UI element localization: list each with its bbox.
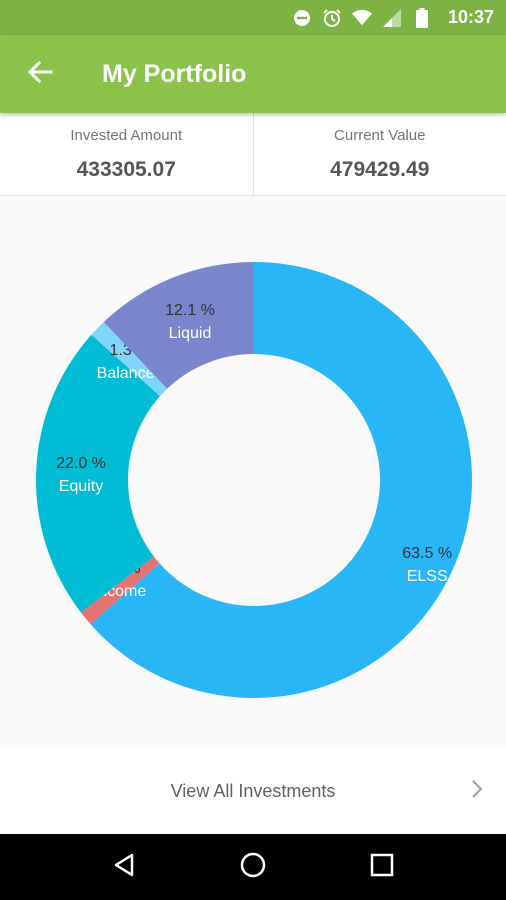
current-value-label: Current Value [334,126,426,144]
recents-square-icon [370,853,394,882]
status-bar: 10:37 [0,0,506,35]
slice-liquid[interactable] [103,262,254,389]
view-all-investments-label: View All Investments [170,780,336,801]
slice-percent-label: 12.1 % [165,302,215,319]
slice-name-label: Equity [59,478,103,495]
back-triangle-icon [111,852,137,883]
slice-percent-label: 63.5 % [402,545,452,562]
slice-income[interactable] [80,556,160,625]
slice-balanced[interactable] [91,322,168,397]
slice-name-label: Balanced [97,365,164,382]
signal-icon [382,8,402,28]
app-bar: My Portfolio [0,35,506,113]
slice-name-label: ELSS [407,568,448,585]
arrow-back-icon [27,59,53,90]
back-button[interactable] [0,35,80,113]
alarm-icon [322,8,342,28]
portfolio-summary: Invested Amount 433305.07 Current Value … [0,113,506,196]
system-nav-bar [0,834,506,900]
invested-amount-cell: Invested Amount 433305.07 [0,113,253,195]
current-value-value: 479429.49 [330,157,430,181]
do-not-disturb-icon [292,8,312,28]
wifi-icon [351,8,372,28]
slice-percent-label: 22.0 % [56,455,106,472]
slice-equity[interactable] [36,334,161,613]
invested-amount-label: Invested Amount [70,126,183,144]
chevron-right-icon [470,778,484,805]
view-all-investments-button[interactable]: View All Investments [0,748,506,834]
battery-icon [412,7,432,28]
clock: 10:37 [447,7,494,27]
slice-elss[interactable] [90,262,473,698]
current-value-cell: Current Value 479429.49 [252,113,506,195]
page-title: My Portfolio [102,59,247,88]
nav-recents-button[interactable] [352,837,412,897]
nav-home-button[interactable] [223,837,283,897]
home-circle-icon [239,851,267,884]
slice-name-label: Liquid [169,325,212,342]
nav-back-button[interactable] [94,837,154,897]
invested-amount-value: 433305.07 [76,157,176,181]
